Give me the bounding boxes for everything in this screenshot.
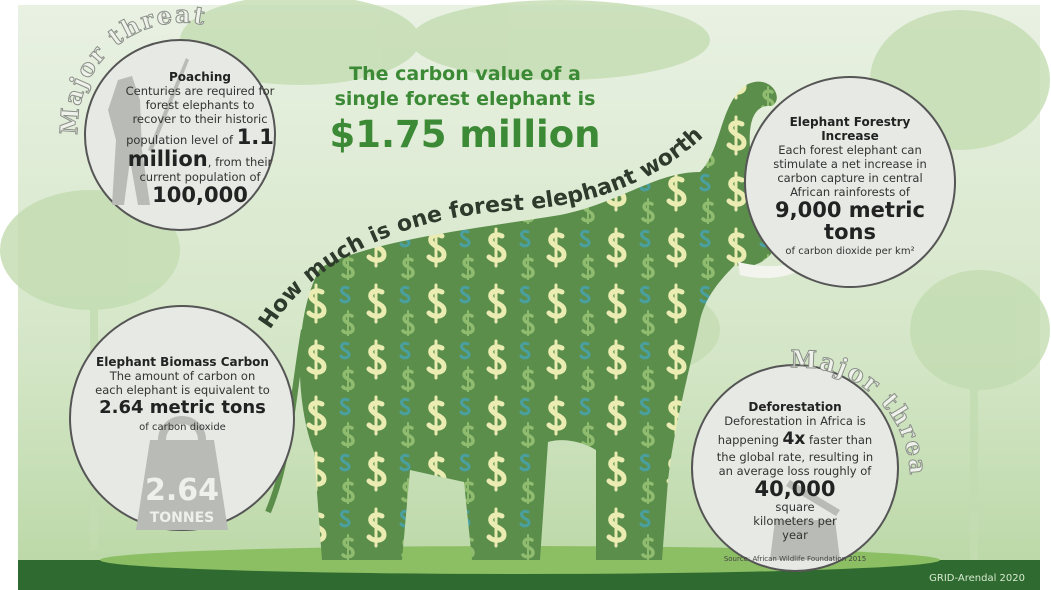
panel-text: Deforestation in Africa is happening xyxy=(717,414,866,447)
biomass-panel: Elephant Biomass Carbon The amount of ca… xyxy=(95,355,270,435)
deforestation-panel: Deforestation Deforestation in Africa is… xyxy=(710,400,880,566)
panel-title: Poaching xyxy=(168,70,232,84)
panel-text: of carbon dioxide per km² xyxy=(785,246,915,257)
panel-figure: 9,000 metric tons xyxy=(775,198,925,244)
headline: The carbon value of a single forest elep… xyxy=(320,62,610,158)
headline-value: $1.75 million xyxy=(329,113,601,156)
panel-text: square kilometers per year xyxy=(753,500,837,542)
weight-unit: TONNES xyxy=(150,510,215,526)
forestry-panel: Elephant Forestry Increase Each forest e… xyxy=(770,115,930,259)
elephant xyxy=(299,81,777,561)
weight-value: 2.64 xyxy=(145,473,219,508)
panel-figure: 40,000 xyxy=(754,477,836,501)
panel-title: Elephant Forestry Increase xyxy=(789,115,911,143)
headline-intro: The carbon value of a single forest elep… xyxy=(334,63,596,110)
panel-figure: 2.64 metric tons xyxy=(99,397,266,418)
tusk xyxy=(738,252,825,279)
panel-text: The amount of carbon on each elephant is… xyxy=(95,369,270,397)
panel-title: Deforestation xyxy=(748,400,842,414)
panel-figure: 100,000 xyxy=(152,183,248,207)
credit: GRID-Arendal 2020 xyxy=(929,573,1025,584)
source: Source: African Wildlife Foundation 2015 xyxy=(723,555,867,563)
panel-title: Elephant Biomass Carbon xyxy=(96,355,269,369)
panel-text: Each forest elephant can stimulate a net… xyxy=(773,143,927,199)
panel-figure: 1.1 million xyxy=(127,125,274,171)
panel-figure: 4x xyxy=(782,429,806,449)
panel-text: , from their current population of xyxy=(139,155,273,184)
panel-text: faster than the global rate, resulting i… xyxy=(716,433,874,478)
panel-text: of carbon dioxide xyxy=(139,422,226,433)
panel-text: Centuries are required for forest elepha… xyxy=(125,84,275,147)
icons xyxy=(108,58,840,560)
poaching-panel: Poaching Centuries are required for fore… xyxy=(125,70,275,206)
